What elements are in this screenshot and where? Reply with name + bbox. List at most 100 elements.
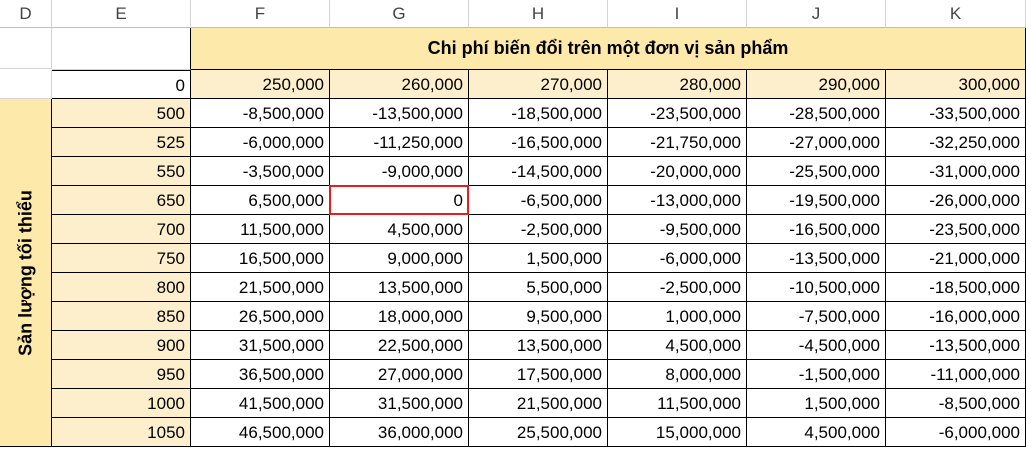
table-cell[interactable]: -8,500,000 — [191, 99, 330, 128]
table-cell[interactable]: 36,500,000 — [191, 360, 330, 389]
table-cell[interactable]: -21,750,000 — [608, 128, 747, 157]
table-cell[interactable]: 8,000,000 — [608, 360, 747, 389]
table-cell[interactable]: -16,500,000 — [747, 215, 886, 244]
quantity-cell[interactable]: 750 — [52, 244, 191, 273]
table-cell[interactable]: 27,000,000 — [330, 360, 469, 389]
table-cell[interactable]: -6,500,000 — [469, 186, 608, 215]
table-cell[interactable]: 36,000,000 — [330, 418, 469, 447]
table-cell[interactable]: 11,500,000 — [608, 389, 747, 418]
table-cell[interactable]: -27,000,000 — [747, 128, 886, 157]
table-cell[interactable]: -13,500,000 — [747, 244, 886, 273]
cost-header-cell[interactable]: 280,000 — [608, 70, 747, 99]
table-cell[interactable]: 22,500,000 — [330, 331, 469, 360]
table-cell[interactable]: -13,000,000 — [608, 186, 747, 215]
table-cell[interactable]: -16,000,000 — [886, 302, 1026, 331]
cell-blank[interactable] — [0, 70, 52, 99]
table-cell[interactable]: 15,000,000 — [608, 418, 747, 447]
table-cell[interactable]: 46,500,000 — [191, 418, 330, 447]
table-cell[interactable]: -19,500,000 — [747, 186, 886, 215]
table-cell[interactable]: 41,500,000 — [191, 389, 330, 418]
cell-blank[interactable] — [0, 28, 52, 69]
table-cell[interactable]: 6,500,000 — [191, 186, 330, 215]
table-cell[interactable]: 17,500,000 — [469, 360, 608, 389]
table-cell[interactable]: -21,000,000 — [886, 244, 1026, 273]
quantity-cell[interactable]: 850 — [52, 302, 191, 331]
table-cell[interactable]: -23,500,000 — [886, 215, 1026, 244]
quantity-cell[interactable]: 700 — [52, 215, 191, 244]
table-cell[interactable]: -9,000,000 — [330, 157, 469, 186]
table-cell[interactable]: -31,000,000 — [886, 157, 1026, 186]
table-cell[interactable]: -6,000,000 — [886, 418, 1026, 447]
table-cell[interactable]: -1,500,000 — [747, 360, 886, 389]
table-cell[interactable]: -32,250,000 — [886, 128, 1026, 157]
quantity-cell[interactable]: 950 — [52, 360, 191, 389]
table-cell[interactable]: 1,500,000 — [747, 389, 886, 418]
column-header-g[interactable]: G — [330, 0, 469, 28]
table-cell[interactable]: 9,000,000 — [330, 244, 469, 273]
table-cell[interactable]: -23,500,000 — [608, 99, 747, 128]
cost-header-cell[interactable]: 250,000 — [191, 70, 330, 99]
quantity-cell[interactable]: 1050 — [52, 418, 191, 447]
quantity-cell[interactable]: 550 — [52, 157, 191, 186]
table-cell[interactable]: -18,500,000 — [469, 99, 608, 128]
column-header-d[interactable]: D — [0, 0, 52, 28]
table-cell[interactable]: 1,500,000 — [469, 244, 608, 273]
table-cell[interactable]: -9,500,000 — [608, 215, 747, 244]
table-cell[interactable]: 5,500,000 — [469, 273, 608, 302]
quantity-cell[interactable]: 900 — [52, 331, 191, 360]
table-cell[interactable]: -3,500,000 — [191, 157, 330, 186]
table-cell[interactable]: -2,500,000 — [608, 273, 747, 302]
cost-header-cell[interactable]: 270,000 — [469, 70, 608, 99]
table-cell[interactable]: -4,500,000 — [747, 331, 886, 360]
cost-header-cell[interactable]: 290,000 — [747, 70, 886, 99]
table-cell[interactable]: -6,000,000 — [191, 128, 330, 157]
corner-cell[interactable]: 0 — [52, 70, 191, 99]
column-header-h[interactable]: H — [469, 0, 608, 28]
table-cell[interactable]: 31,500,000 — [330, 389, 469, 418]
column-header-e[interactable]: E — [52, 0, 191, 28]
table-cell[interactable]: 18,000,000 — [330, 302, 469, 331]
table-cell[interactable]: 11,500,000 — [191, 215, 330, 244]
table-cell[interactable]: 4,500,000 — [330, 215, 469, 244]
cost-header-cell[interactable]: 300,000 — [886, 70, 1026, 99]
table-cell[interactable]: 26,500,000 — [191, 302, 330, 331]
table-cell[interactable]: 21,500,000 — [191, 273, 330, 302]
cell-blank[interactable] — [52, 28, 191, 70]
table-cell[interactable]: 9,500,000 — [469, 302, 608, 331]
table-cell[interactable]: 4,500,000 — [747, 418, 886, 447]
table-cell[interactable]: 4,500,000 — [608, 331, 747, 360]
quantity-cell[interactable]: 650 — [52, 186, 191, 215]
table-cell[interactable]: -16,500,000 — [469, 128, 608, 157]
cost-header-cell[interactable]: 260,000 — [330, 70, 469, 99]
table-cell[interactable]: -14,500,000 — [469, 157, 608, 186]
table-cell[interactable]: 13,500,000 — [469, 331, 608, 360]
table-cell[interactable]: -13,500,000 — [886, 331, 1026, 360]
table-cell[interactable]: -8,500,000 — [886, 389, 1026, 418]
table-cell[interactable]: -28,500,000 — [747, 99, 886, 128]
table-cell[interactable]: 13,500,000 — [330, 273, 469, 302]
quantity-cell[interactable]: 525 — [52, 128, 191, 157]
table-cell[interactable]: -18,500,000 — [886, 273, 1026, 302]
quantity-cell[interactable]: 800 — [52, 273, 191, 302]
column-header-i[interactable]: I — [608, 0, 747, 28]
table-cell[interactable]: -20,000,000 — [608, 157, 747, 186]
table-cell[interactable]: -13,500,000 — [330, 99, 469, 128]
table-cell[interactable]: 21,500,000 — [469, 389, 608, 418]
table-cell[interactable]: 1,000,000 — [608, 302, 747, 331]
table-cell[interactable]: -11,250,000 — [330, 128, 469, 157]
table-cell[interactable]: -26,000,000 — [886, 186, 1026, 215]
table-cell[interactable]: 16,500,000 — [191, 244, 330, 273]
table-cell[interactable]: -10,500,000 — [747, 273, 886, 302]
table-cell[interactable]: -33,500,000 — [886, 99, 1026, 128]
column-header-k[interactable]: K — [886, 0, 1026, 28]
table-cell[interactable]: 31,500,000 — [191, 331, 330, 360]
table-cell[interactable]: -6,000,000 — [608, 244, 747, 273]
table-cell[interactable]: -7,500,000 — [747, 302, 886, 331]
column-header-f[interactable]: F — [191, 0, 330, 28]
quantity-cell[interactable]: 1000 — [52, 389, 191, 418]
table-cell[interactable]: -25,500,000 — [747, 157, 886, 186]
column-header-j[interactable]: J — [747, 0, 886, 28]
table-cell[interactable]: -2,500,000 — [469, 215, 608, 244]
table-cell[interactable]: -11,000,000 — [886, 360, 1026, 389]
quantity-cell[interactable]: 500 — [52, 99, 191, 128]
